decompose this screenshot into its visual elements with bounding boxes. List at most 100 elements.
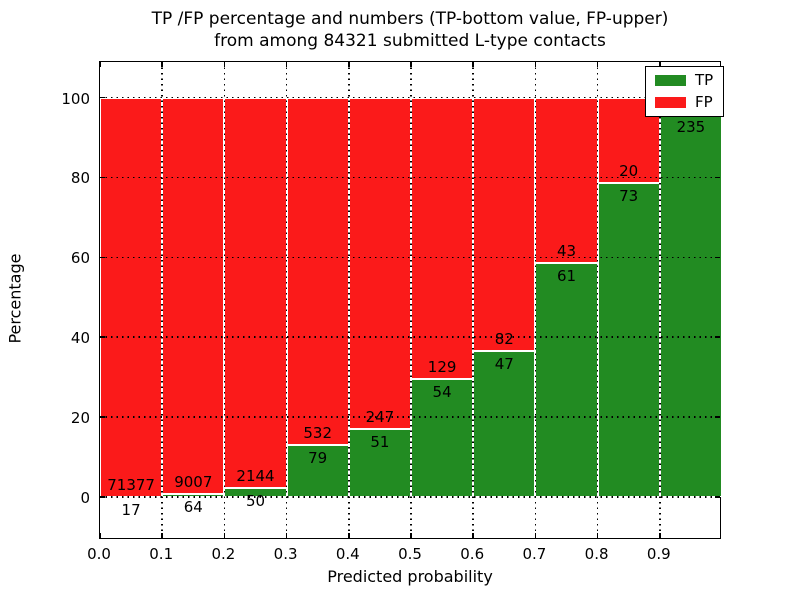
x-gridline	[596, 62, 599, 538]
tp-legend-swatch	[655, 75, 686, 86]
x-tick-mark	[472, 62, 474, 67]
plot-area: 71377 17 9007 64 2144 50 532 79 247 51 129 54 82 47 43…	[99, 61, 725, 539]
y-axis-label: Percentage	[5, 253, 25, 344]
x-tick-mark	[596, 62, 599, 67]
y-tick-label: 40	[70, 329, 90, 348]
bar-label-tp: 73	[619, 187, 639, 206]
bar-label-tp: 47	[494, 355, 514, 374]
x-tick-mark	[348, 533, 350, 538]
x-tick-mark	[223, 533, 226, 538]
legend-entry-fp: FP	[655, 93, 713, 111]
bar-label-fp: 43	[556, 241, 577, 260]
chart-title-line1: TP /FP percentage and numbers (TP-bottom…	[151, 9, 669, 29]
x-tick-mark	[410, 62, 412, 67]
bar-segment-tp	[659, 113, 722, 497]
x-tick-label: 0.0	[87, 545, 111, 563]
fp-legend-label: FP	[695, 93, 713, 111]
x-tick-mark	[285, 533, 288, 538]
bar-label-tp: 50	[245, 491, 266, 510]
y-gridline	[100, 496, 720, 498]
x-gridline	[659, 62, 661, 538]
x-tick-mark	[99, 62, 101, 67]
x-gridline	[410, 62, 412, 538]
x-gridline	[534, 62, 537, 538]
chart-title-line2: from among 84321 submitted L-type contac…	[214, 31, 606, 51]
bar-label-fp: 247	[365, 407, 395, 426]
y-tick-mark	[100, 416, 105, 418]
x-tick-label: 0.8	[584, 545, 609, 563]
x-tick-label: 0.3	[273, 545, 298, 563]
bar-label-fp: 82	[494, 330, 514, 349]
x-tick-label: 0.2	[211, 545, 236, 563]
y-tick-label: 100	[61, 89, 90, 108]
y-tick-mark	[715, 256, 720, 259]
y-tick-mark	[715, 176, 720, 179]
x-tick-label: 0.7	[522, 545, 547, 563]
x-gridline	[223, 62, 226, 538]
bar-label-fp: 129	[427, 358, 457, 377]
x-tick-mark	[659, 533, 661, 538]
bar-label-fp: 9007	[174, 473, 213, 492]
bar-label-tp: 61	[556, 266, 577, 285]
bar-label-fp: 71377	[107, 475, 155, 494]
y-tick-label: 60	[70, 249, 90, 268]
bar-label-tp: 54	[432, 383, 452, 402]
bar-label-fp: 2144	[236, 466, 275, 485]
x-tick-mark	[99, 533, 101, 538]
x-tick-mark	[472, 533, 474, 538]
y-tick-label: 0	[80, 489, 90, 507]
tp-legend-label: TP	[695, 71, 714, 89]
x-tick-label: 0.5	[398, 545, 422, 563]
x-tick-label: 0.1	[149, 545, 174, 563]
bar-label-tp: 235	[676, 117, 706, 136]
y-gridline	[100, 416, 720, 418]
bar-segment-fp	[348, 97, 411, 429]
bar-label-tp: 64	[183, 498, 203, 517]
bar-segment-fp	[535, 97, 598, 263]
bar-segment-fp	[286, 97, 349, 446]
y-tick-mark	[715, 336, 720, 338]
y-tick-mark	[100, 336, 105, 338]
x-axis-label: Predicted probability	[327, 567, 493, 586]
chart-title: TP /FP percentage and numbers (TP-bottom…	[99, 8, 721, 52]
y-tick-mark	[715, 416, 720, 418]
x-tick-label: 0.4	[335, 545, 360, 563]
x-tick-mark	[348, 62, 350, 67]
y-tick-mark	[100, 496, 105, 498]
bar-segment-fp	[224, 97, 287, 488]
x-tick-mark	[534, 62, 537, 67]
x-tick-mark	[285, 62, 288, 67]
legend-entry-tp: TP	[655, 71, 714, 89]
y-gridline	[100, 96, 720, 99]
bar-segment-tp	[535, 262, 598, 497]
x-tick-mark	[534, 533, 537, 538]
x-gridline	[472, 62, 474, 538]
y-tick-label: 20	[70, 409, 90, 428]
x-tick-mark	[161, 533, 163, 538]
x-gridline	[161, 62, 163, 538]
bar-segment-tp	[597, 183, 660, 497]
bar-label-tp: 51	[370, 432, 390, 451]
x-tick-label: 0.9	[646, 545, 671, 563]
y-gridline	[100, 256, 720, 259]
bar-label-tp: 79	[308, 449, 328, 468]
bar-segment-fp	[162, 97, 225, 495]
x-tick-label: 0.6	[460, 545, 485, 563]
bar-label-fp: 20	[619, 162, 639, 181]
y-tick-mark	[100, 96, 105, 99]
y-tick-mark	[100, 256, 105, 259]
legend: TP FP	[645, 66, 725, 117]
y-gridline	[100, 176, 720, 179]
x-tick-mark	[161, 62, 163, 67]
bar-label-tp: 17	[121, 500, 141, 519]
y-gridline	[100, 336, 720, 338]
x-gridline	[348, 62, 350, 538]
y-tick-mark	[715, 496, 720, 498]
x-gridline	[285, 62, 288, 538]
bar-segment-fp	[100, 97, 163, 497]
y-tick-label: 80	[70, 169, 90, 188]
x-tick-mark	[410, 533, 412, 538]
x-tick-mark	[659, 62, 661, 67]
bar-segment-fp	[473, 97, 536, 352]
